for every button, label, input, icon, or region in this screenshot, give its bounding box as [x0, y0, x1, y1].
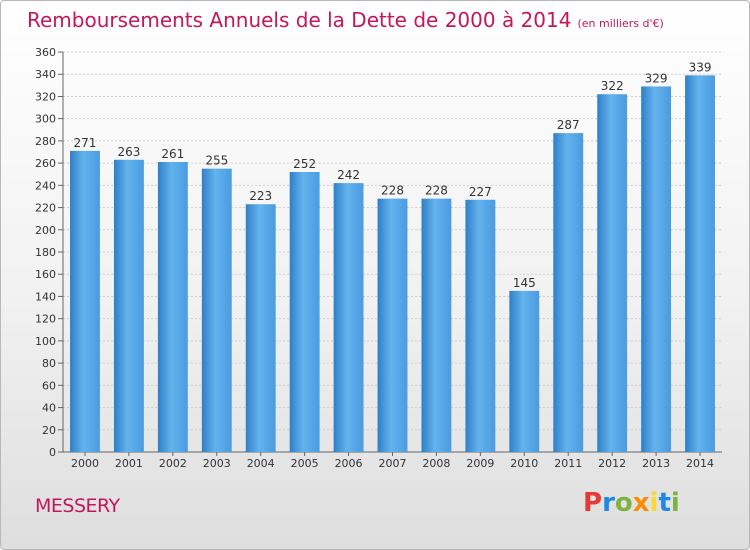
logo-letter: o: [614, 488, 633, 518]
y-tick-label: 40: [42, 402, 56, 415]
logo-letter: P: [583, 488, 603, 518]
location-name: MESSERY: [35, 495, 120, 517]
y-tick-label: 220: [35, 202, 56, 215]
bar-2012: [597, 94, 628, 452]
y-tick-label: 0: [49, 446, 56, 459]
chart-subtitle: (en milliers d'€): [577, 17, 664, 30]
x-tick-label: 2005: [291, 457, 319, 470]
x-tick-label: 2013: [642, 457, 670, 470]
bar-2011: [553, 133, 584, 452]
x-tick-label: 2010: [510, 457, 538, 470]
x-tick-label: 2002: [159, 457, 187, 470]
bar-2005: [289, 172, 320, 452]
logo-letter: t: [658, 488, 671, 518]
x-tick-label: 2011: [554, 457, 582, 470]
proxiti-logo: Proxiti: [583, 488, 680, 518]
chart-title: Remboursements Annuels de la Dette de 20…: [27, 8, 664, 32]
x-tick-label: 2006: [335, 457, 363, 470]
x-tick-label: 2009: [466, 457, 494, 470]
logo-letter: x: [632, 488, 650, 518]
logo-letter: r: [602, 488, 615, 518]
labels: 2000 271 2001 263 2002 261 2003 255 2004 223 2005 2…: [71, 60, 714, 470]
data-label: 322: [601, 79, 624, 93]
bar-2013: [641, 86, 672, 452]
data-label: 223: [249, 189, 272, 203]
data-label: 145: [513, 276, 536, 290]
y-tick-label: 180: [35, 246, 56, 259]
x-tick-label: 2014: [686, 457, 714, 470]
data-label: 329: [645, 71, 668, 85]
y-tick-label: 300: [35, 113, 56, 126]
bar-2009: [465, 199, 496, 452]
x-tick-label: 2004: [247, 457, 275, 470]
x-tick-label: 2012: [598, 457, 626, 470]
y-tick-label: 320: [35, 90, 56, 103]
bar-2004: [245, 204, 276, 452]
x-tick-label: 2007: [379, 457, 407, 470]
data-label: 228: [381, 184, 404, 198]
bar-2000: [70, 150, 100, 452]
bar-2010: [509, 290, 540, 452]
y-tick-label: 160: [35, 268, 56, 281]
logo-letter: i: [649, 488, 659, 518]
data-label: 339: [689, 60, 712, 74]
data-label: 287: [557, 118, 580, 132]
y-tick-label: 240: [35, 179, 56, 192]
x-tick-label: 2008: [422, 457, 450, 470]
data-label: 242: [337, 168, 360, 182]
x-tick-label: 2000: [71, 457, 99, 470]
y-tick-label: 280: [35, 135, 56, 148]
y-tick-label: 120: [35, 313, 56, 326]
data-label: 228: [425, 184, 448, 198]
y-tick-label: 260: [35, 157, 56, 170]
x-tick-label: 2001: [115, 457, 143, 470]
bar-2001: [113, 159, 144, 452]
chart-title-text: Remboursements Annuels de la Dette de 20…: [27, 8, 572, 32]
logo-letter: i: [670, 488, 680, 518]
y-tick-label: 340: [35, 68, 56, 81]
y-tick-label: 100: [35, 335, 56, 348]
bar-2003: [201, 168, 232, 452]
bar-2007: [377, 198, 408, 452]
x-tick-label: 2003: [203, 457, 231, 470]
y-tick-label: 360: [35, 46, 56, 59]
data-label: 252: [293, 157, 316, 171]
data-label: 227: [469, 185, 492, 199]
data-label: 261: [161, 147, 184, 161]
data-label: 271: [74, 136, 97, 150]
data-label: 255: [205, 154, 228, 168]
bar-2006: [333, 183, 364, 452]
y-tick-label: 80: [42, 357, 56, 370]
y-tick-label: 20: [42, 424, 56, 437]
bar-2014: [685, 75, 715, 452]
bar-2002: [157, 162, 188, 452]
data-label: 263: [117, 145, 140, 159]
y-tick-label: 200: [35, 224, 56, 237]
y-tick-label: 140: [35, 290, 56, 303]
bar-2008: [421, 198, 452, 452]
y-tick-label: 60: [42, 379, 56, 392]
bars: [70, 75, 715, 452]
